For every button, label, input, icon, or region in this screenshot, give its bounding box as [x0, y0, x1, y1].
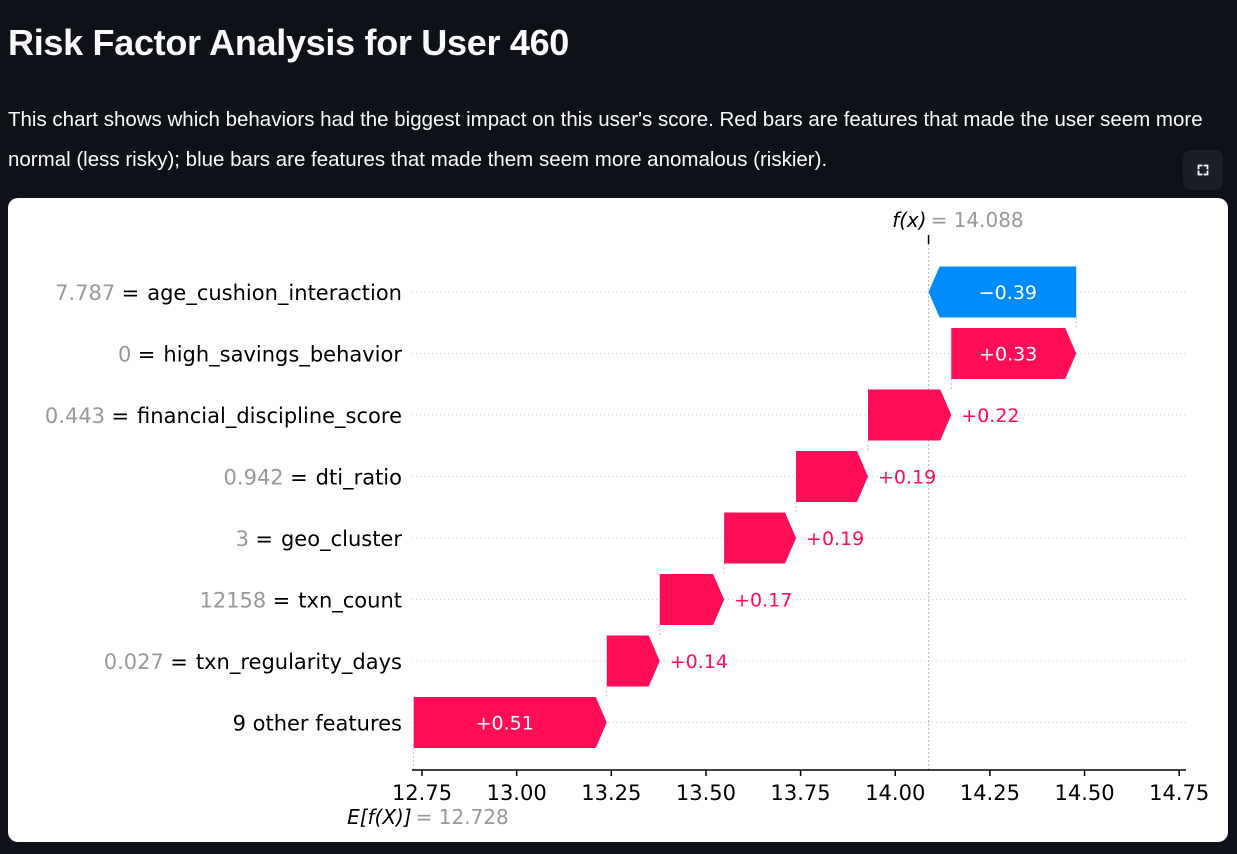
fullscreen-icon [1197, 164, 1209, 176]
feature-equals: = [111, 404, 129, 428]
bar-value-label: +0.14 [670, 651, 728, 673]
shap-bar [928, 266, 1077, 318]
feature-value: 7.787 [55, 281, 115, 305]
shap-bar [606, 635, 660, 687]
feature-value: 0.942 [224, 466, 284, 490]
shap-bar [659, 574, 725, 625]
x-tick-label: 14.25 [960, 781, 1020, 805]
feature-equals: = [273, 589, 291, 613]
x-tick-label: 13.50 [676, 781, 736, 805]
base-value-text: = 12.728 [416, 805, 509, 829]
x-tick-label: 13.00 [487, 781, 547, 805]
page-title: Risk Factor Analysis for User 460 [8, 22, 570, 63]
feature-equals: = [122, 281, 140, 305]
waterfall-chart: −0.39 age_cushion_interaction = 7.787 +0.33 h… [45, 208, 1209, 829]
feature-value: 3 [236, 527, 249, 551]
x-tick-label: 14.75 [1149, 781, 1209, 805]
feature-value: 0.027 [104, 650, 164, 674]
feature-name: high_savings_behavior [163, 343, 402, 368]
feature-name: geo_cluster [281, 527, 402, 552]
feature-name: 9 other features [233, 712, 402, 736]
base-value-label: E[f(X)] [347, 805, 412, 829]
x-tick-label: 12.75 [392, 781, 452, 805]
bar-value-label: +0.19 [806, 528, 864, 550]
bar-value-label: +0.19 [878, 467, 936, 489]
chart-card: −0.39 age_cushion_interaction = 7.787 +0.33 h… [8, 198, 1228, 842]
x-tick-label: 14.00 [865, 781, 925, 805]
x-tick-label: 13.75 [771, 781, 831, 805]
shap-bar [413, 697, 607, 748]
output-value-text: = 14.088 [931, 208, 1024, 232]
feature-value: 0.443 [45, 404, 105, 428]
feature-name: age_cushion_interaction [147, 281, 402, 306]
feature-name: dti_ratio [316, 466, 402, 491]
shap-bar [867, 389, 952, 441]
feature-name: txn_count [298, 589, 402, 614]
bar-value-label: +0.17 [734, 590, 792, 612]
feature-name: financial_discipline_score [137, 404, 402, 429]
chart-description: This chart shows which behaviors had the… [8, 108, 1203, 171]
feature-value: 12158 [199, 589, 266, 613]
shap-bar [724, 512, 797, 564]
feature-equals: = [170, 650, 188, 674]
bar-value-label: +0.51 [476, 713, 534, 735]
feature-name: txn_regularity_days [196, 650, 402, 675]
feature-equals: = [138, 343, 156, 367]
x-tick-label: 14.50 [1054, 781, 1114, 805]
feature-equals: = [255, 527, 273, 551]
shap-bar [951, 328, 1077, 379]
feature-value: 0 [118, 343, 131, 367]
shap-bar [796, 451, 868, 502]
output-value-label: f(x) [892, 208, 926, 232]
x-tick-label: 13.25 [581, 781, 641, 805]
bar-value-label: +0.22 [961, 405, 1019, 427]
bar-value-label: −0.39 [979, 282, 1037, 304]
fullscreen-button[interactable] [1183, 150, 1223, 190]
bar-value-label: +0.33 [979, 344, 1037, 366]
feature-equals: = [290, 466, 308, 490]
